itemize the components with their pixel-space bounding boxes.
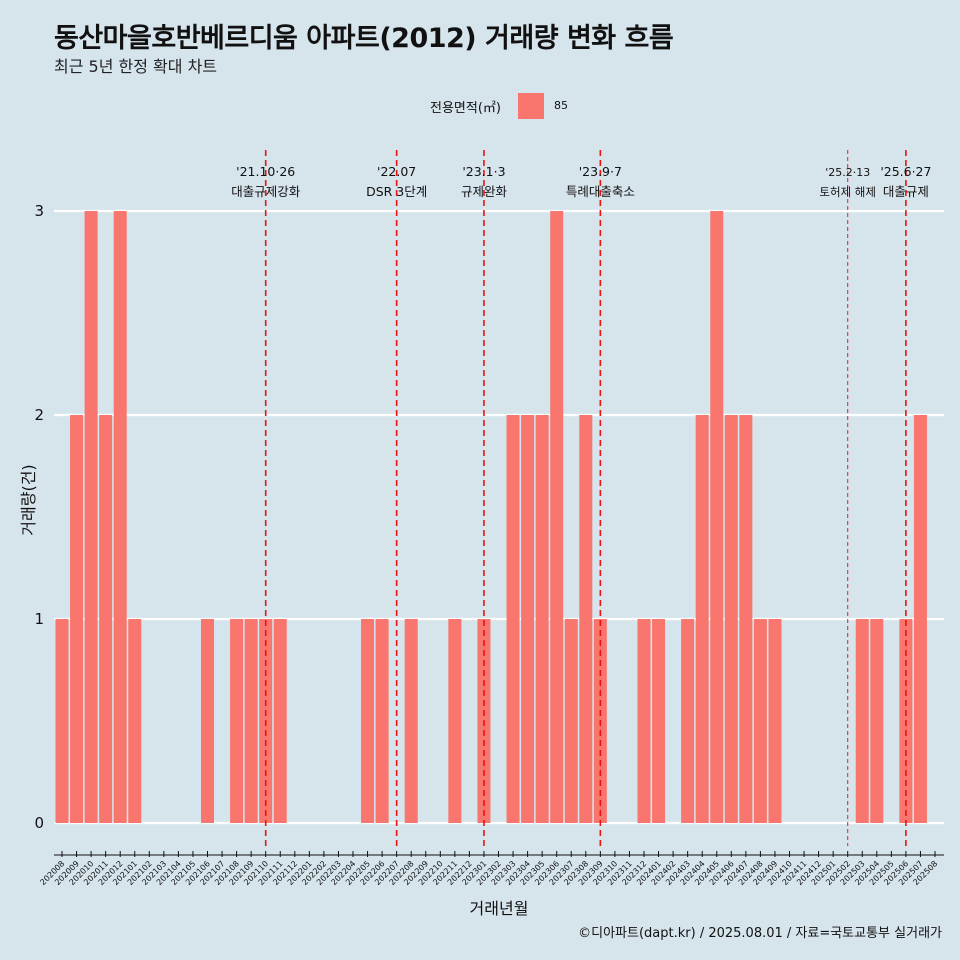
bar-202208 [404, 619, 418, 823]
bar-202011 [99, 415, 113, 823]
bar-202101 [128, 619, 142, 823]
bar-202403 [681, 619, 695, 823]
bar-202111 [273, 619, 287, 823]
event-text-label: 규제완화 [461, 184, 508, 199]
bar-202307 [564, 619, 578, 823]
event-text-label: DSR 3단계 [366, 184, 427, 199]
bar-202406 [724, 415, 738, 823]
chart-subtitle: 최근 5년 한정 확대 차트 [54, 57, 218, 76]
bar-202503 [855, 619, 869, 823]
legend-label-85: 85 [554, 99, 568, 112]
event-date-label: '23.1·3 [462, 164, 505, 179]
bar-202504 [870, 619, 884, 823]
y-tick-label: 1 [34, 610, 44, 628]
legend-key-85 [518, 93, 544, 119]
bar-202305 [535, 415, 549, 823]
legend-title: 전용면적(㎡) [430, 101, 501, 116]
bar-202405 [710, 211, 724, 823]
y-tick-label: 2 [34, 406, 44, 424]
bar-202109 [244, 619, 258, 823]
x-axis-title: 거래년월 [470, 899, 529, 918]
event-text-label: 대출규제 [883, 184, 929, 199]
legend: 전용면적(㎡) 85 [0, 93, 960, 121]
bar-202409 [768, 619, 782, 823]
bar-202404 [695, 415, 709, 823]
bar-202408 [753, 619, 767, 823]
bar-202303 [506, 415, 520, 823]
bar-202009 [70, 415, 84, 823]
event-date-label: '25.2·13 [825, 166, 870, 179]
bar-202205 [361, 619, 375, 823]
event-date-label: '21.10·26 [236, 164, 295, 179]
bar-202304 [521, 415, 535, 823]
bar-202206 [375, 619, 389, 823]
bar-202308 [579, 415, 593, 823]
y-axis-title: 거래량(건) [19, 464, 38, 535]
source-caption: ©디아파트(dapt.kr) / 2025.08.01 / 자료=국토교통부 실… [578, 926, 942, 941]
event-date-label: '22.07 [377, 164, 416, 179]
event-text-label: 특례대출축소 [566, 184, 635, 199]
event-text-label: 토허제 해제 [819, 185, 876, 199]
event-date-label: '25.6·27 [880, 164, 931, 179]
event-text-label: 대출규제강화 [231, 184, 301, 199]
bar-202312 [637, 619, 651, 823]
y-tick-label: 0 [34, 814, 44, 832]
chart-title: 동산마을호반베르디움 아파트(2012) 거래량 변화 흐름 [54, 23, 674, 54]
bar-202012 [113, 211, 127, 823]
bar-202306 [550, 211, 564, 823]
y-tick-label: 3 [34, 202, 44, 220]
bar-202106 [201, 619, 214, 823]
bar-202407 [739, 415, 753, 823]
bar-202008 [55, 619, 69, 823]
bar-202401 [652, 619, 666, 823]
bar-202010 [84, 211, 98, 823]
bar-202108 [230, 619, 244, 823]
event-date-label: '23.9·7 [579, 164, 622, 179]
bar-202507 [913, 415, 927, 823]
bar-202211 [448, 619, 462, 823]
